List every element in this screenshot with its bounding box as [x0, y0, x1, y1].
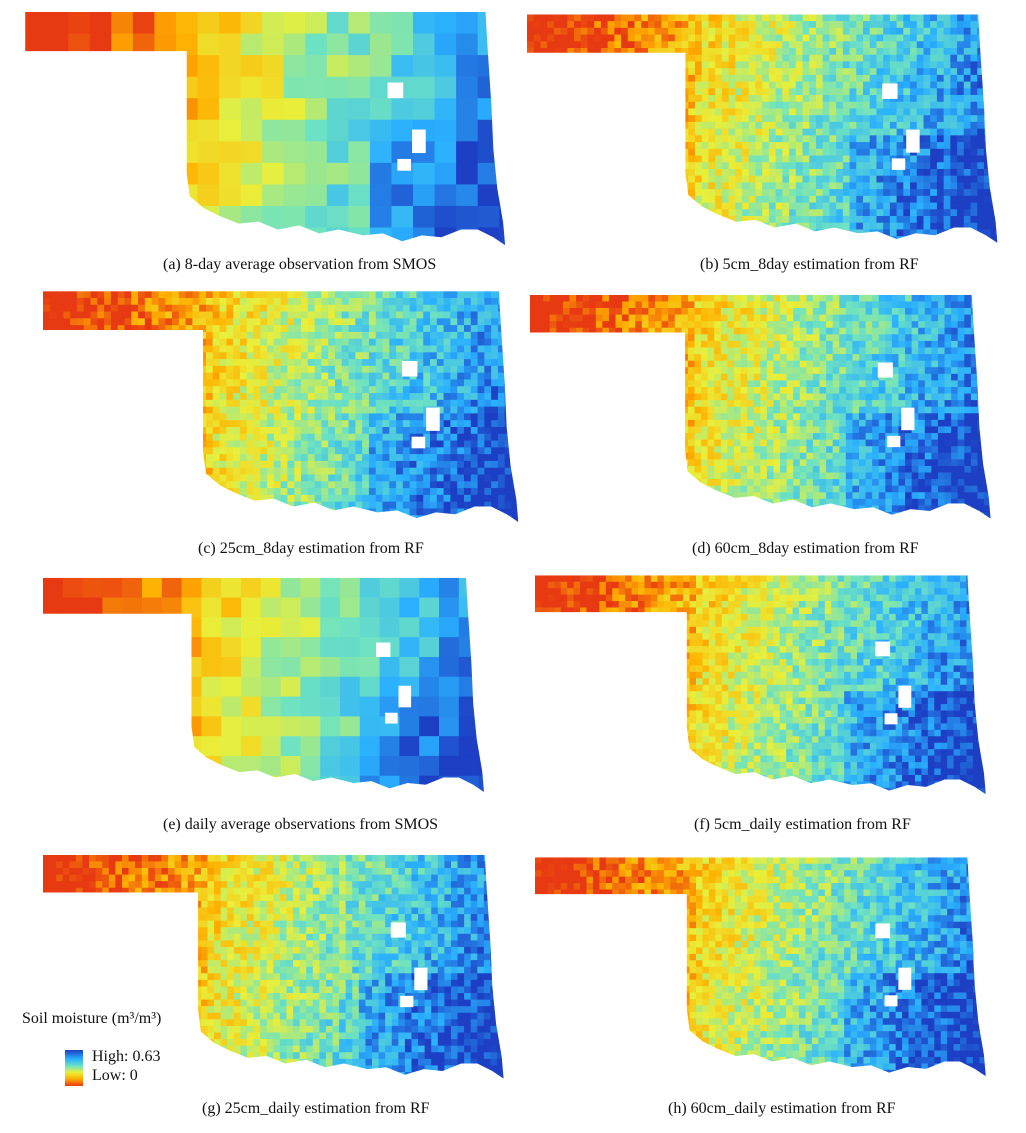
- map-panel-h: [535, 845, 995, 1095]
- soil-moisture-map-g: [43, 854, 504, 1079]
- map-panel-e: [43, 573, 493, 803]
- soil-moisture-map-d: [530, 294, 991, 519]
- legend-color-ramp: [65, 1050, 83, 1086]
- soil-moisture-map-c: [43, 291, 519, 523]
- map-panel-f: [535, 573, 995, 803]
- soil-moisture-map-f: [535, 575, 986, 795]
- map-panel-g: [43, 845, 513, 1095]
- soil-moisture-map-b: [527, 14, 998, 243]
- caption-c: (c) 25cm_8day estimation from RF: [198, 540, 424, 557]
- legend-low-label: Low: 0: [92, 1067, 138, 1084]
- legend-title: Soil moisture (m³/m³): [22, 1010, 162, 1027]
- map-panel-b: [527, 12, 1007, 252]
- legend: Soil moisture (m³/m³) High: 0.63 Low: 0: [22, 1010, 242, 1086]
- legend-high-label: High: 0.63: [92, 1048, 161, 1065]
- map-panel-d: [530, 290, 1000, 530]
- caption-a: (a) 8-day average observation from SMOS: [163, 256, 437, 273]
- soil-moisture-map-e: [43, 577, 484, 792]
- caption-d: (d) 60cm_8day estimation from RF: [692, 540, 919, 557]
- caption-h: (h) 60cm_daily estimation from RF: [668, 1100, 896, 1117]
- map-panel-a: [25, 12, 515, 252]
- caption-e: (e) daily average observations from SMOS: [163, 816, 439, 833]
- soil-moisture-map-a: [25, 12, 506, 246]
- caption-b: (b) 5cm_8day estimation from RF: [700, 256, 919, 273]
- caption-g: (g) 25cm_daily estimation from RF: [202, 1100, 430, 1117]
- caption-f: (f) 5cm_daily estimation from RF: [694, 816, 911, 833]
- soil-moisture-map-h: [535, 857, 986, 1077]
- map-panel-c: [43, 290, 528, 530]
